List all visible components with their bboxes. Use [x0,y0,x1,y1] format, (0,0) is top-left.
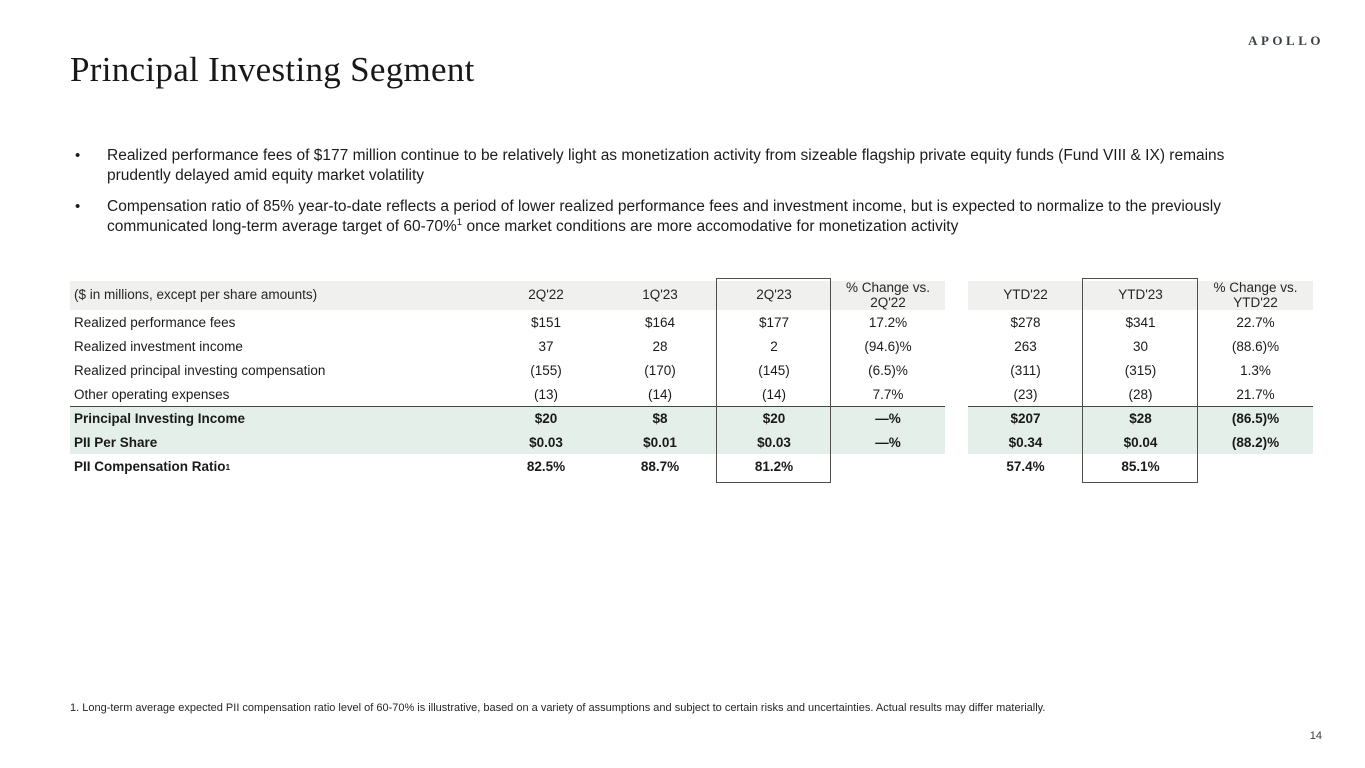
cell-value: $0.03 [717,430,831,454]
cell-value: 57.4% [1006,459,1045,474]
column-gap [945,310,968,334]
column-header: % Change vs. YTD'22 [1198,280,1313,310]
cell-value: (6.5)% [868,362,908,378]
cell-value: $341 [1125,314,1156,330]
superscript: 1 [456,216,463,228]
cell-value: 37 [538,338,554,354]
cell-value: (23) [1013,386,1038,402]
page-number: 14 [1309,730,1322,742]
column-gap [945,334,968,358]
table-row: Realized investment income 37 28 2 (94.6)% 26… [70,334,1313,358]
table-row: PII Compensation Ratio 1 82.5% 88.7% 81.2% 57… [70,454,1313,479]
column-gap [945,358,968,382]
cell-value: (88.2)% [1198,430,1313,454]
cell-value: 1.3% [1240,362,1271,378]
cell-value: 85.1% [1121,459,1160,474]
row-label: Realized principal investing compensatio… [74,362,326,378]
table-row: PII Per Share $0.03 $0.01 $0.03 —% $0.34 $0.04… [70,430,1313,454]
bullet-icon: • [75,198,81,215]
bullet-item: • Compensation ratio of 85% year-to-date … [75,197,1275,236]
cell-value: (170) [644,362,676,378]
column-gap [945,281,968,310]
cell-value: $28 [1083,406,1198,430]
bullet-text: Realized performance fees of $177 millio… [107,147,1225,184]
bullet-list: • Realized performance fees of $177 milli… [75,146,1275,248]
column-gap [945,454,968,479]
table-row: Other operating expenses (13) (14) (14) 7.7%… [70,382,1313,406]
cell-value: $207 [968,406,1083,430]
column-header: YTD'23 [1083,281,1198,310]
footnote: 1. Long-term average expected PII compen… [70,702,1046,714]
column-header: % Change vs. 2Q'22 [831,280,945,310]
cell-value: (88.6)% [1231,338,1280,354]
cell-value: 30 [1132,338,1149,354]
cell-value: —% [831,430,945,454]
cell-value: (14) [647,386,672,402]
cell-value: (145) [758,362,790,378]
cell-value: —% [831,406,945,430]
cell-value: 81.2% [754,459,794,474]
column-header: 2Q'22 [489,281,603,310]
bullet-item: • Realized performance fees of $177 milli… [75,146,1275,185]
cell-value: 7.7% [872,386,904,402]
cell-value: $20 [717,406,831,430]
apollo-logo: APOLLO [1248,33,1324,48]
table-header-row: ($ in millions, except per share amounts… [70,280,1313,310]
cell-value [1198,454,1313,479]
financial-table: ($ in millions, except per share amounts… [70,278,1313,483]
cell-value: 2 [770,338,778,354]
table-row: Realized principal investing compensatio… [70,358,1313,382]
page-title: Principal Investing Segment [70,50,475,89]
cell-value: (13) [533,386,558,402]
bullet-icon: • [75,147,81,164]
cell-value: $278 [1010,314,1041,330]
row-label: Realized performance fees [74,314,236,330]
cell-value: (14) [761,386,786,402]
cell-value: $8 [603,406,717,430]
cell-value: $151 [530,314,562,330]
cell-value: 263 [1014,338,1037,354]
table-row: Realized performance fees $151 $164 $177 17.… [70,310,1313,334]
cell-value: 28 [652,338,668,354]
cell-value: 17.2% [868,314,908,330]
cell-value: $0.03 [489,430,603,454]
table-row: Principal Investing Income $20 $8 $20 —% $207… [70,406,1313,430]
column-header: YTD'22 [968,281,1083,310]
column-gap [945,382,968,406]
cell-value: (86.5)% [1198,406,1313,430]
row-label: Other operating expenses [74,386,230,402]
cell-value: $0.04 [1083,430,1198,454]
cell-value: $0.34 [968,430,1083,454]
cell-value: (155) [530,362,562,378]
unit-label: ($ in millions, except per share amounts… [70,281,489,310]
cell-value: 88.7% [640,459,680,474]
cell-value: $0.01 [603,430,717,454]
cell-value: (311) [1010,362,1041,378]
cell-value: $177 [758,314,790,330]
cell-value: 82.5% [526,459,566,474]
column-gap [945,406,968,430]
column-header: 1Q'23 [603,281,717,310]
column-header: 2Q'23 [717,281,831,310]
cell-value [831,454,945,479]
column-gap [945,430,968,454]
row-label: Principal Investing Income [70,406,489,430]
row-label: PII Per Share [70,430,489,454]
cell-value: $20 [489,406,603,430]
cell-value: $164 [644,314,676,330]
cell-value: 22.7% [1236,314,1275,330]
cell-value: 21.7% [1236,386,1275,402]
cell-value: (28) [1128,386,1153,402]
row-label: PII Compensation Ratio 1 [74,459,231,474]
bullet-text: Compensation ratio of 85% year-to-date r… [107,198,1221,235]
row-label: Realized investment income [74,338,243,354]
cell-value: (94.6)% [864,338,912,354]
cell-value: (315) [1124,362,1157,378]
